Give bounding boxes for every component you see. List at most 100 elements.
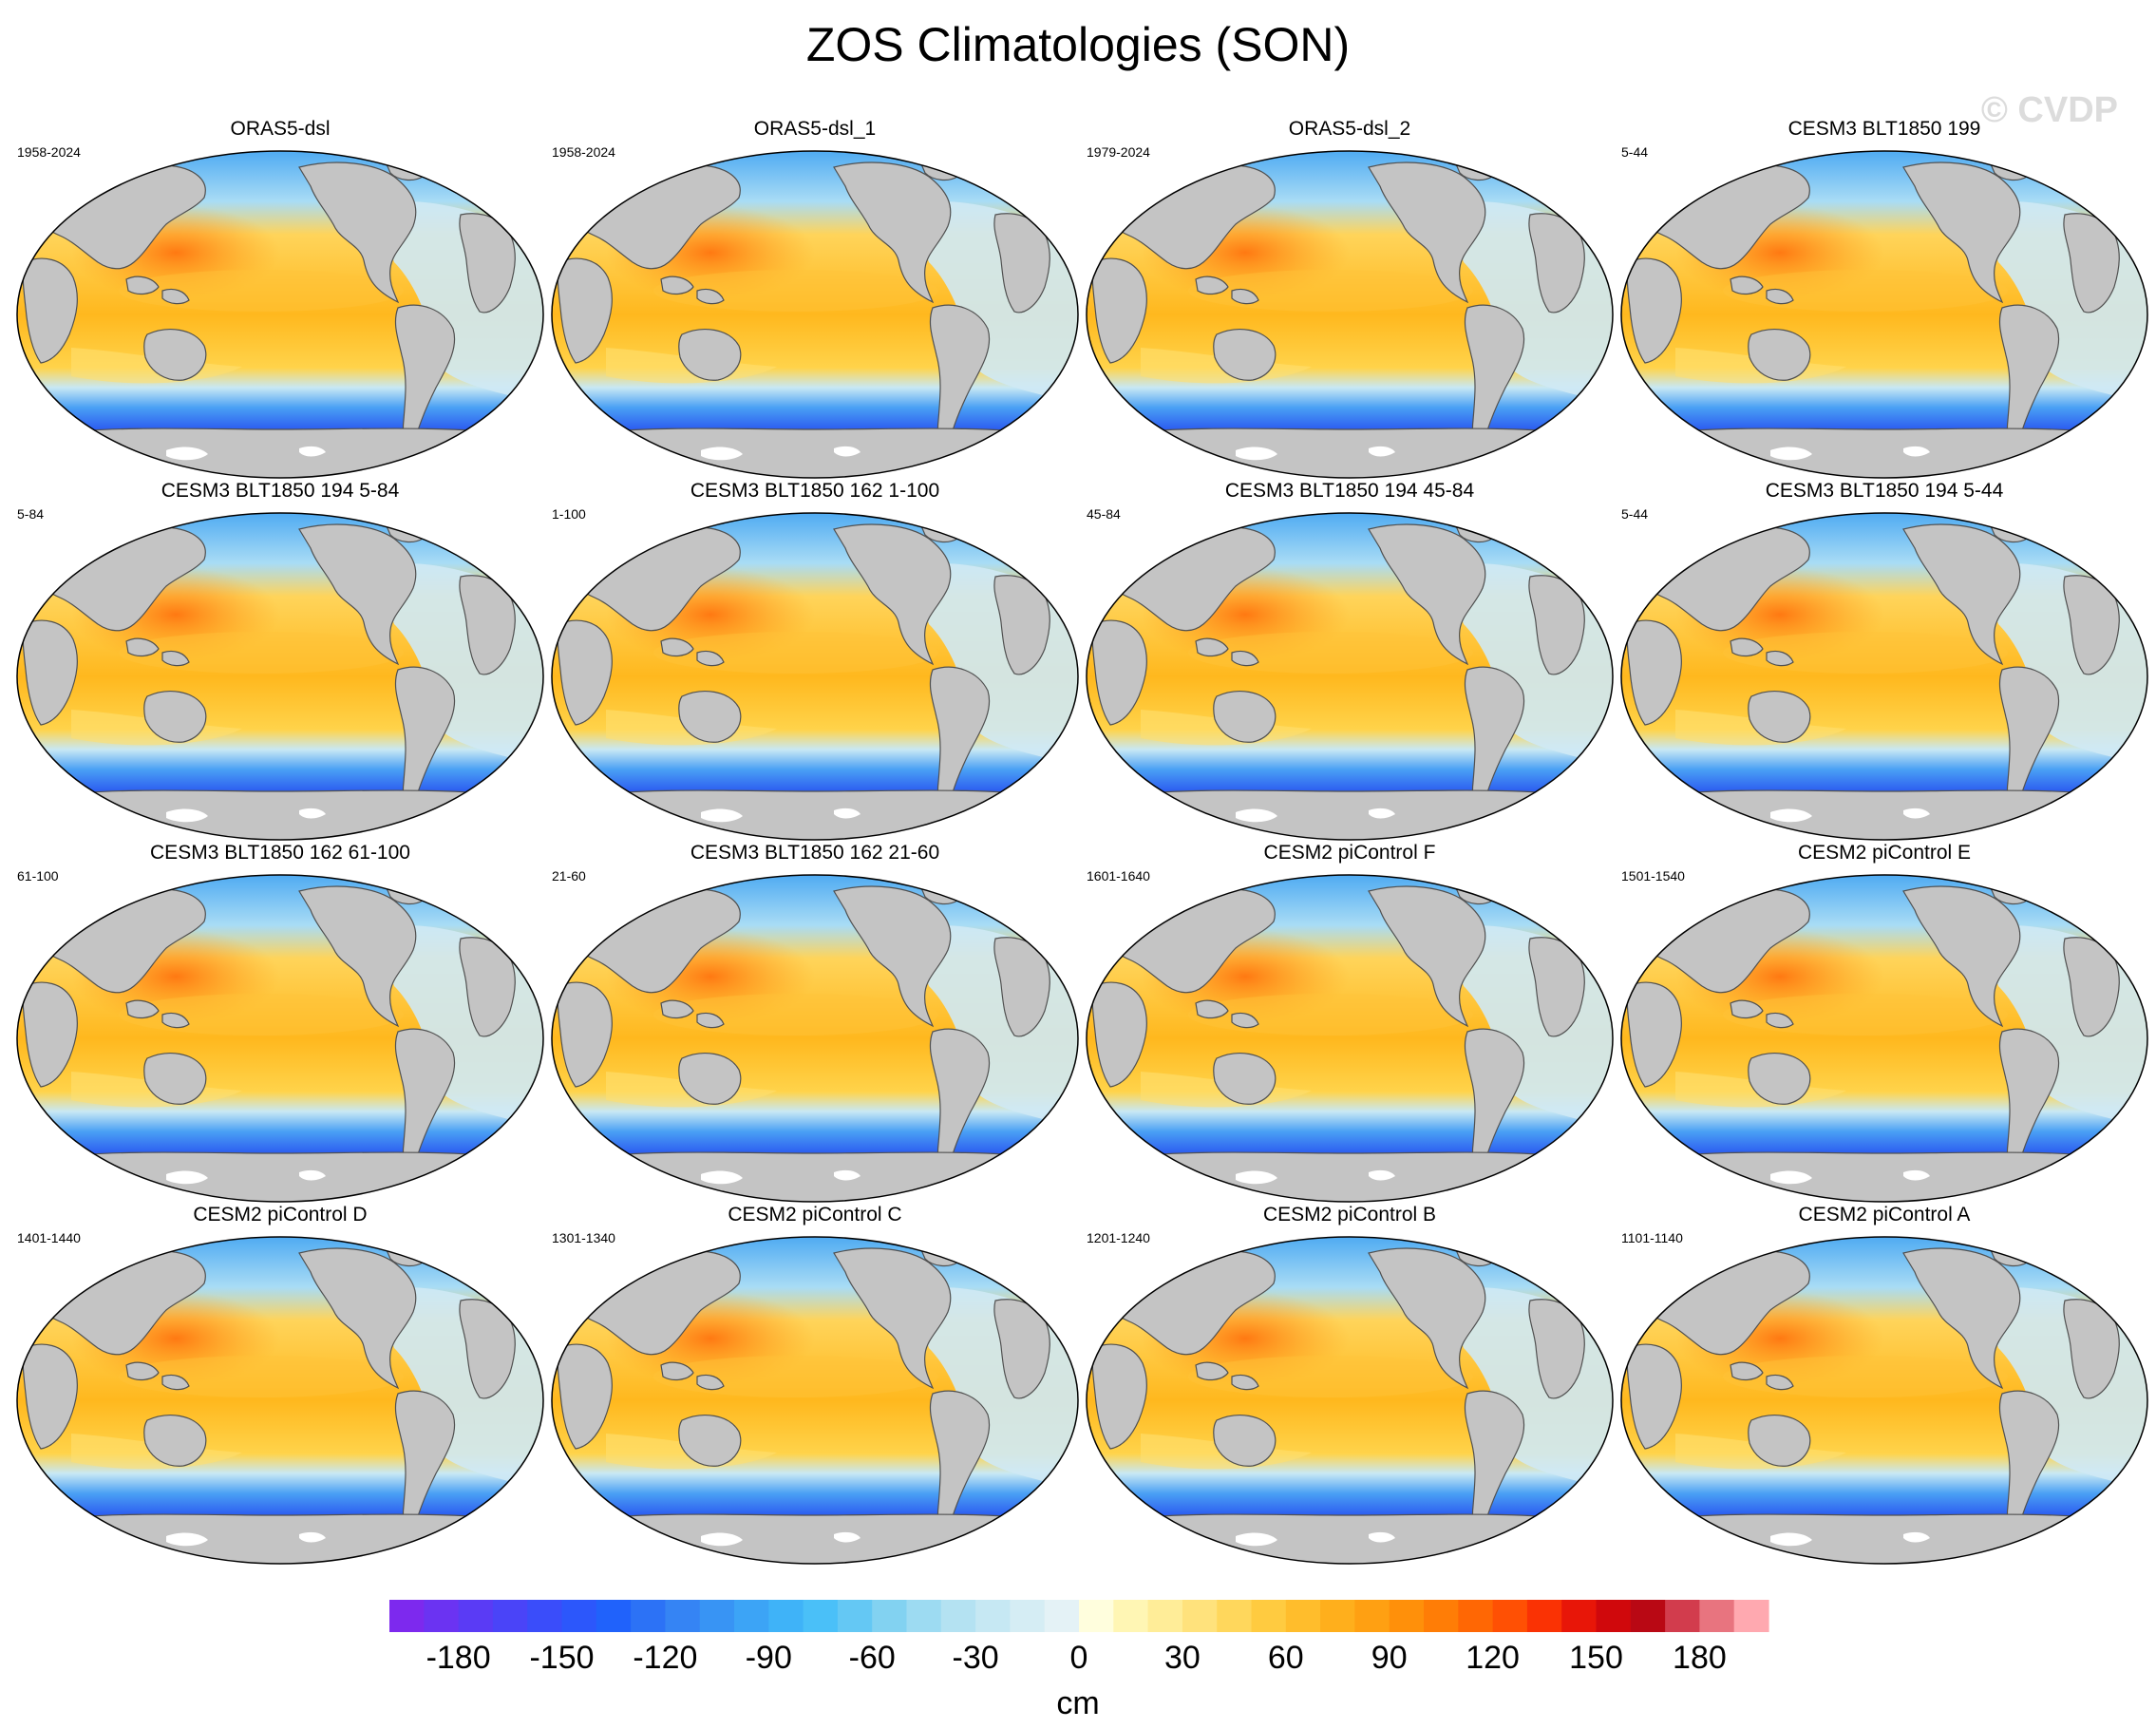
map-panel: CESM3 BLT1850 194 5-84 5-84: [11, 480, 549, 841]
panel-period: 1501-1540: [1621, 868, 1685, 884]
map-panel: CESM2 piControl D 1401-1440: [11, 1204, 549, 1565]
world-map: [16, 512, 544, 841]
colorbar-unit-label: cm: [1056, 1685, 1099, 1721]
world-map: [551, 512, 1079, 841]
world-map: [1620, 512, 2148, 841]
colorbar-tick-label: -30: [953, 1640, 999, 1676]
panel-map: [1084, 510, 1616, 847]
colorbar-box: [734, 1600, 769, 1632]
world-map: [1620, 1236, 2148, 1565]
colorbar-tick-label: -150: [529, 1640, 594, 1676]
colorbar-ticks: -180 -150 -120 -90 -60 -30 0 30 60 90 120 150 180: [426, 1640, 1727, 1676]
panel-title: CESM2 piControl F: [1263, 842, 1436, 864]
colorbar-box: [424, 1600, 460, 1632]
panel-map: [1084, 1234, 1616, 1571]
panel-title: CESM3 BLT1850 162 61-100: [150, 842, 410, 864]
colorbar-tick-label: 60: [1268, 1640, 1304, 1676]
panel-period: 5-84: [17, 506, 45, 522]
panel-title: CESM3 BLT1850 162 21-60: [690, 842, 940, 864]
page-title: ZOS Climatologies (SON): [805, 18, 1351, 71]
map-panel: ORAS5-dsl_2 1979-2024: [1081, 118, 1618, 479]
colorbar-box: [1596, 1600, 1632, 1632]
panel-title: ORAS5-dsl: [230, 118, 331, 140]
colorbar-tick-label: -60: [849, 1640, 896, 1676]
map-panel: CESM3 BLT1850 162 1-100 1-100: [546, 480, 1084, 841]
world-map: [1620, 874, 2148, 1203]
panel-title: CESM2 piControl E: [1797, 842, 1972, 864]
panel-map: [14, 148, 546, 485]
panel-period: 1958-2024: [552, 144, 615, 160]
panel-title: CESM3 BLT1850 199: [1787, 118, 1981, 140]
panel-title: CESM3 BLT1850 162 1-100: [690, 480, 940, 502]
world-map: [16, 1236, 544, 1565]
colorbar-box: [1354, 1600, 1390, 1632]
colorbar-tick-label: -90: [746, 1640, 792, 1676]
panel-period: 1958-2024: [17, 144, 81, 160]
colorbar-tick-label: 120: [1466, 1640, 1520, 1676]
map-panel: CESM2 piControl C 1301-1340: [546, 1204, 1084, 1565]
panel-period: 5-44: [1621, 144, 1649, 160]
world-map: [16, 150, 544, 479]
map-panel: CESM2 piControl B 1201-1240: [1081, 1204, 1618, 1565]
panel-period: 1979-2024: [1087, 144, 1150, 160]
panel-title: ORAS5-dsl_1: [753, 118, 877, 140]
colorbar-box: [561, 1600, 597, 1632]
colorbar-box: [1079, 1600, 1114, 1632]
colorbar: -180 -150 -120 -90 -60 -30 0 30 60 90 120 150 180 cm: [389, 1600, 1769, 1721]
colorbar-box: [458, 1600, 494, 1632]
panel-map: [1084, 148, 1616, 485]
colorbar-tick-label: 180: [1673, 1640, 1727, 1676]
colorbar-box: [1320, 1600, 1355, 1632]
colorbar-box: [1630, 1600, 1666, 1632]
map-panel: ORAS5-dsl_1 1958-2024: [546, 118, 1084, 479]
colorbar-box: [837, 1600, 873, 1632]
world-map: [1620, 150, 2148, 479]
panel-title: CESM2 piControl C: [728, 1204, 902, 1226]
panel-map: [1618, 510, 2150, 847]
colorbar-box: [768, 1600, 804, 1632]
panel-map: [549, 872, 1081, 1209]
colorbar-box: [803, 1600, 839, 1632]
colorbar-box: [1251, 1600, 1287, 1632]
map-panel: ORAS5-dsl 1958-2024: [11, 118, 549, 479]
colorbar-box: [872, 1600, 908, 1632]
panel-title: CESM2 piControl B: [1262, 1204, 1437, 1226]
panel-map: [14, 1234, 546, 1571]
colorbar-box: [1733, 1600, 1769, 1632]
colorbar-box: [492, 1600, 528, 1632]
panel-map: [1618, 872, 2150, 1209]
panel-period: 1601-1640: [1087, 868, 1150, 884]
panel-title: CESM2 piControl D: [193, 1204, 368, 1226]
world-map: [551, 1236, 1079, 1565]
world-map: [16, 874, 544, 1203]
panel-title: CESM3 BLT1850 194 45-84: [1224, 480, 1475, 502]
watermark-logo: © CVDP: [1980, 90, 2118, 130]
panel-map: [549, 148, 1081, 485]
colorbar-box: [1424, 1600, 1459, 1632]
colorbar-tick-label: -120: [633, 1640, 697, 1676]
colorbar-tick-label: 150: [1569, 1640, 1623, 1676]
panel-period: 5-44: [1621, 506, 1649, 522]
panel-period: 45-84: [1087, 506, 1121, 522]
colorbar-box: [596, 1600, 632, 1632]
colorbar-box: [975, 1600, 1011, 1632]
colorbar-tick-label: 90: [1371, 1640, 1408, 1676]
panel-map: [1618, 1234, 2150, 1571]
map-panel: CESM2 piControl A 1101-1140: [1616, 1204, 2153, 1565]
colorbar-box: [1285, 1600, 1321, 1632]
panel-map: [549, 1234, 1081, 1571]
colorbar-box: [1217, 1600, 1253, 1632]
colorbar-tick-label: 30: [1164, 1640, 1201, 1676]
panel-period: 1-100: [552, 506, 586, 522]
world-map: [1086, 512, 1614, 841]
colorbar-box: [699, 1600, 735, 1632]
colorbar-box: [1699, 1600, 1735, 1632]
map-panel: CESM3 BLT1850 199 5-44: [1616, 118, 2153, 479]
panel-title: ORAS5-dsl_2: [1288, 118, 1411, 140]
panel-title: CESM2 piControl A: [1798, 1204, 1971, 1226]
colorbar-box: [1044, 1600, 1080, 1632]
colorbar-box: [1389, 1600, 1425, 1632]
colorbar-box: [389, 1600, 425, 1632]
map-panel: CESM3 BLT1850 194 45-84 45-84: [1081, 480, 1618, 841]
panel-map: [14, 872, 546, 1209]
